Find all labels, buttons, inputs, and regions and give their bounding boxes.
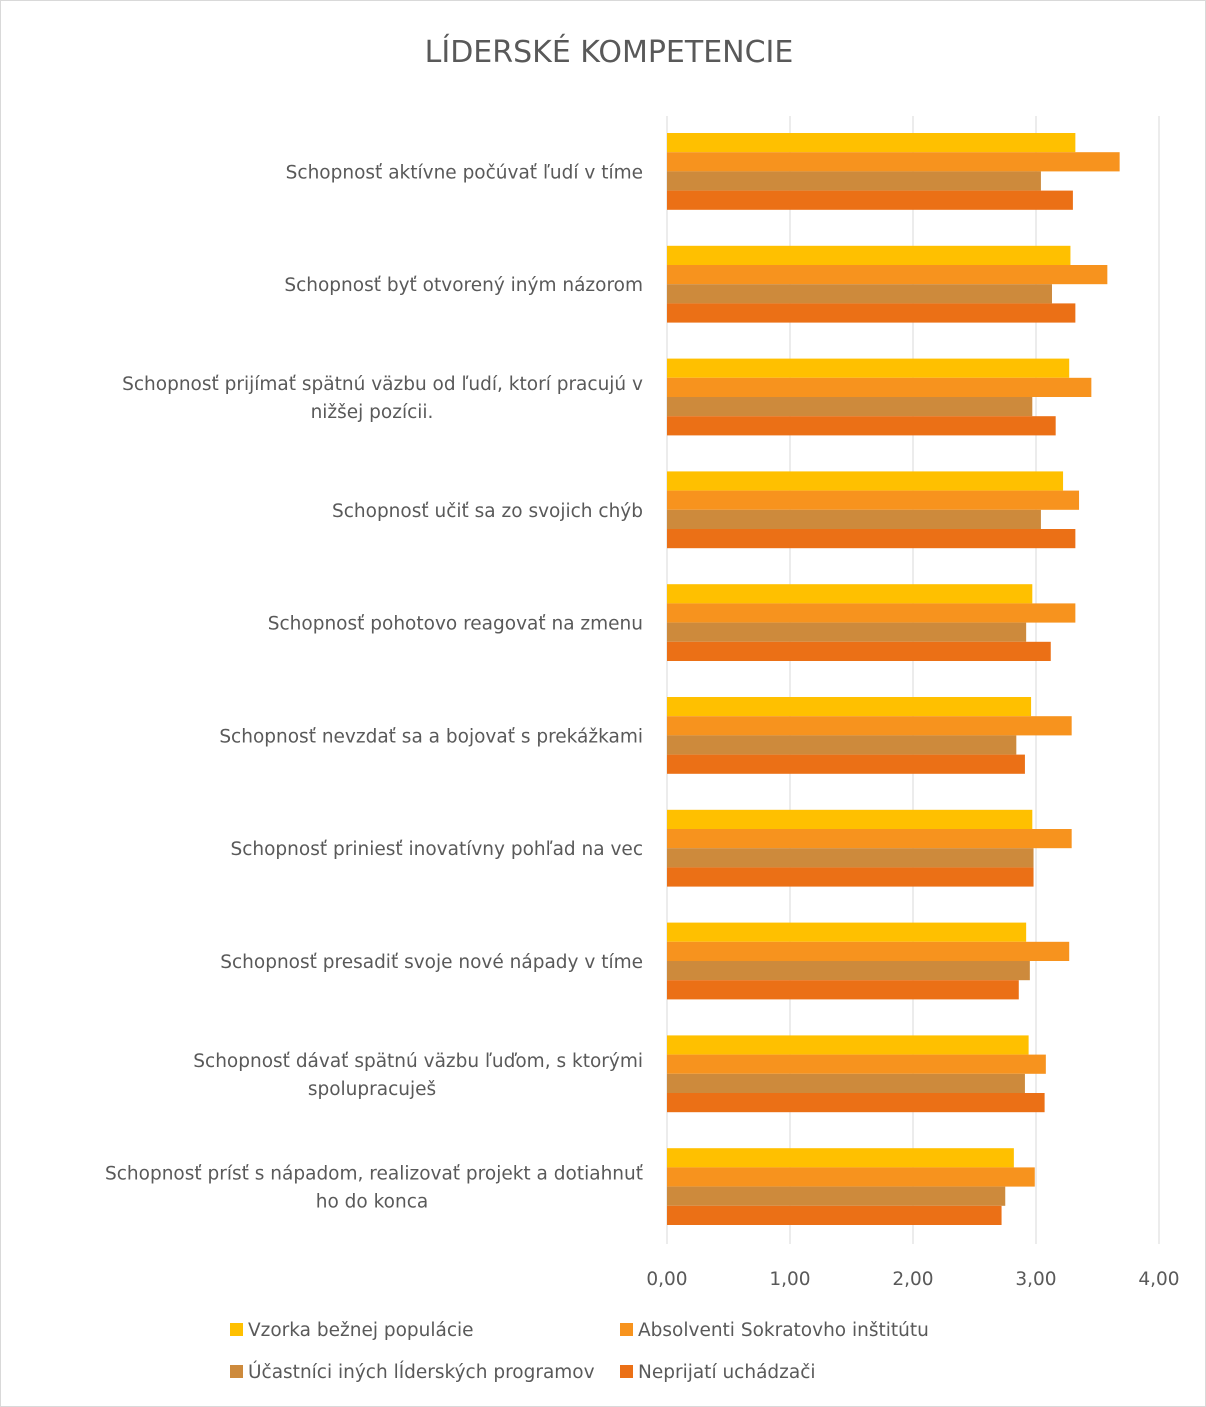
bar — [667, 245, 1071, 265]
bar — [667, 397, 1033, 417]
category-label: Schopnosť prijímať spätnú väzbu od ľudí,… — [122, 374, 643, 423]
x-tick-label: 1,00 — [769, 1269, 810, 1290]
category-label: Schopnosť priniesť inovatívny pohľad na … — [230, 839, 643, 860]
bar — [667, 1186, 1006, 1206]
bar — [667, 584, 1033, 604]
x-tick-label: 4,00 — [1138, 1269, 1179, 1290]
bar — [667, 358, 1070, 378]
legend-label: Účastníci iných lÍderských programov — [248, 1361, 595, 1383]
x-axis-tick-labels: 0,00 1,00 2,00 3,00 4,00 — [646, 1269, 1179, 1290]
x-tick-label: 0,00 — [646, 1269, 687, 1290]
bar — [667, 490, 1080, 510]
bar — [667, 1167, 1035, 1187]
bar — [667, 416, 1056, 436]
legend-item: Účastníci iných lÍderských programov — [230, 1361, 595, 1383]
bar — [667, 529, 1076, 549]
bar — [667, 152, 1120, 172]
x-tick-label: 2,00 — [892, 1269, 933, 1290]
bar — [667, 1073, 1025, 1093]
bar — [667, 1093, 1045, 1113]
bar — [667, 471, 1064, 491]
bar — [667, 867, 1034, 887]
bar — [667, 303, 1076, 323]
category-label: Schopnosť pohotovo reagovať na zmenu — [268, 614, 643, 635]
bar — [667, 1035, 1029, 1055]
bar — [667, 133, 1076, 153]
bar — [667, 980, 1019, 1000]
bar — [667, 941, 1070, 961]
bar — [667, 603, 1076, 623]
category-label: Schopnosť nevzdať sa a bojovať s prekážk… — [219, 726, 643, 747]
bar — [667, 1054, 1046, 1074]
bar — [667, 961, 1030, 981]
bar — [667, 829, 1072, 849]
bar — [667, 171, 1041, 191]
legend-label: Neprijatí uchádzači — [638, 1362, 816, 1383]
legend: Vzorka bežnej populácie Absolventi Sokrat… — [230, 1320, 929, 1383]
legend-swatch — [230, 1323, 243, 1336]
bar — [667, 922, 1027, 942]
category-label: Schopnosť byť otvorený iným názorom — [284, 275, 643, 296]
bar — [667, 735, 1017, 755]
bar — [667, 641, 1051, 661]
bar — [667, 509, 1041, 529]
category-label: Schopnosť aktívne počúvať ľudí v tíme — [286, 162, 643, 183]
legend-item: Vzorka bežnej populácie — [230, 1320, 474, 1341]
bar — [667, 377, 1092, 397]
legend-item: Absolventi Sokratovho inštitútu — [620, 1320, 929, 1341]
bar — [667, 622, 1027, 642]
bar — [667, 697, 1032, 717]
bar — [667, 1205, 1002, 1225]
category-label: Schopnosť presadiť svoje nové nápady v t… — [220, 952, 643, 973]
bar — [667, 754, 1025, 774]
bar — [667, 284, 1052, 304]
bar — [667, 190, 1073, 210]
bar — [667, 265, 1108, 285]
bar — [667, 716, 1072, 736]
bars — [667, 133, 1120, 1225]
legend-item: Neprijatí uchádzači — [620, 1362, 816, 1383]
legend-swatch — [620, 1365, 633, 1378]
legend-swatch — [620, 1323, 633, 1336]
category-label: Schopnosť učiť sa zo svojich chýb — [332, 501, 643, 522]
x-tick-label: 3,00 — [1015, 1269, 1056, 1290]
legend-label: Vzorka bežnej populácie — [248, 1320, 474, 1341]
bar — [667, 809, 1033, 829]
bar — [667, 1148, 1014, 1168]
bar — [667, 848, 1034, 868]
legend-label: Absolventi Sokratovho inštitútu — [638, 1320, 929, 1341]
category-label: Schopnosť prísť s nápadom, realizovať pr… — [105, 1164, 643, 1213]
legend-swatch — [230, 1365, 243, 1378]
category-label: Schopnosť dávať spätnú väzbu ľuďom, s kt… — [193, 1051, 643, 1100]
chart-title: LÍDERSKÉ KOMPETENCIE — [425, 34, 794, 70]
category-labels: Schopnosť aktívne počúvať ľudí v tíme Sch… — [105, 162, 643, 1212]
